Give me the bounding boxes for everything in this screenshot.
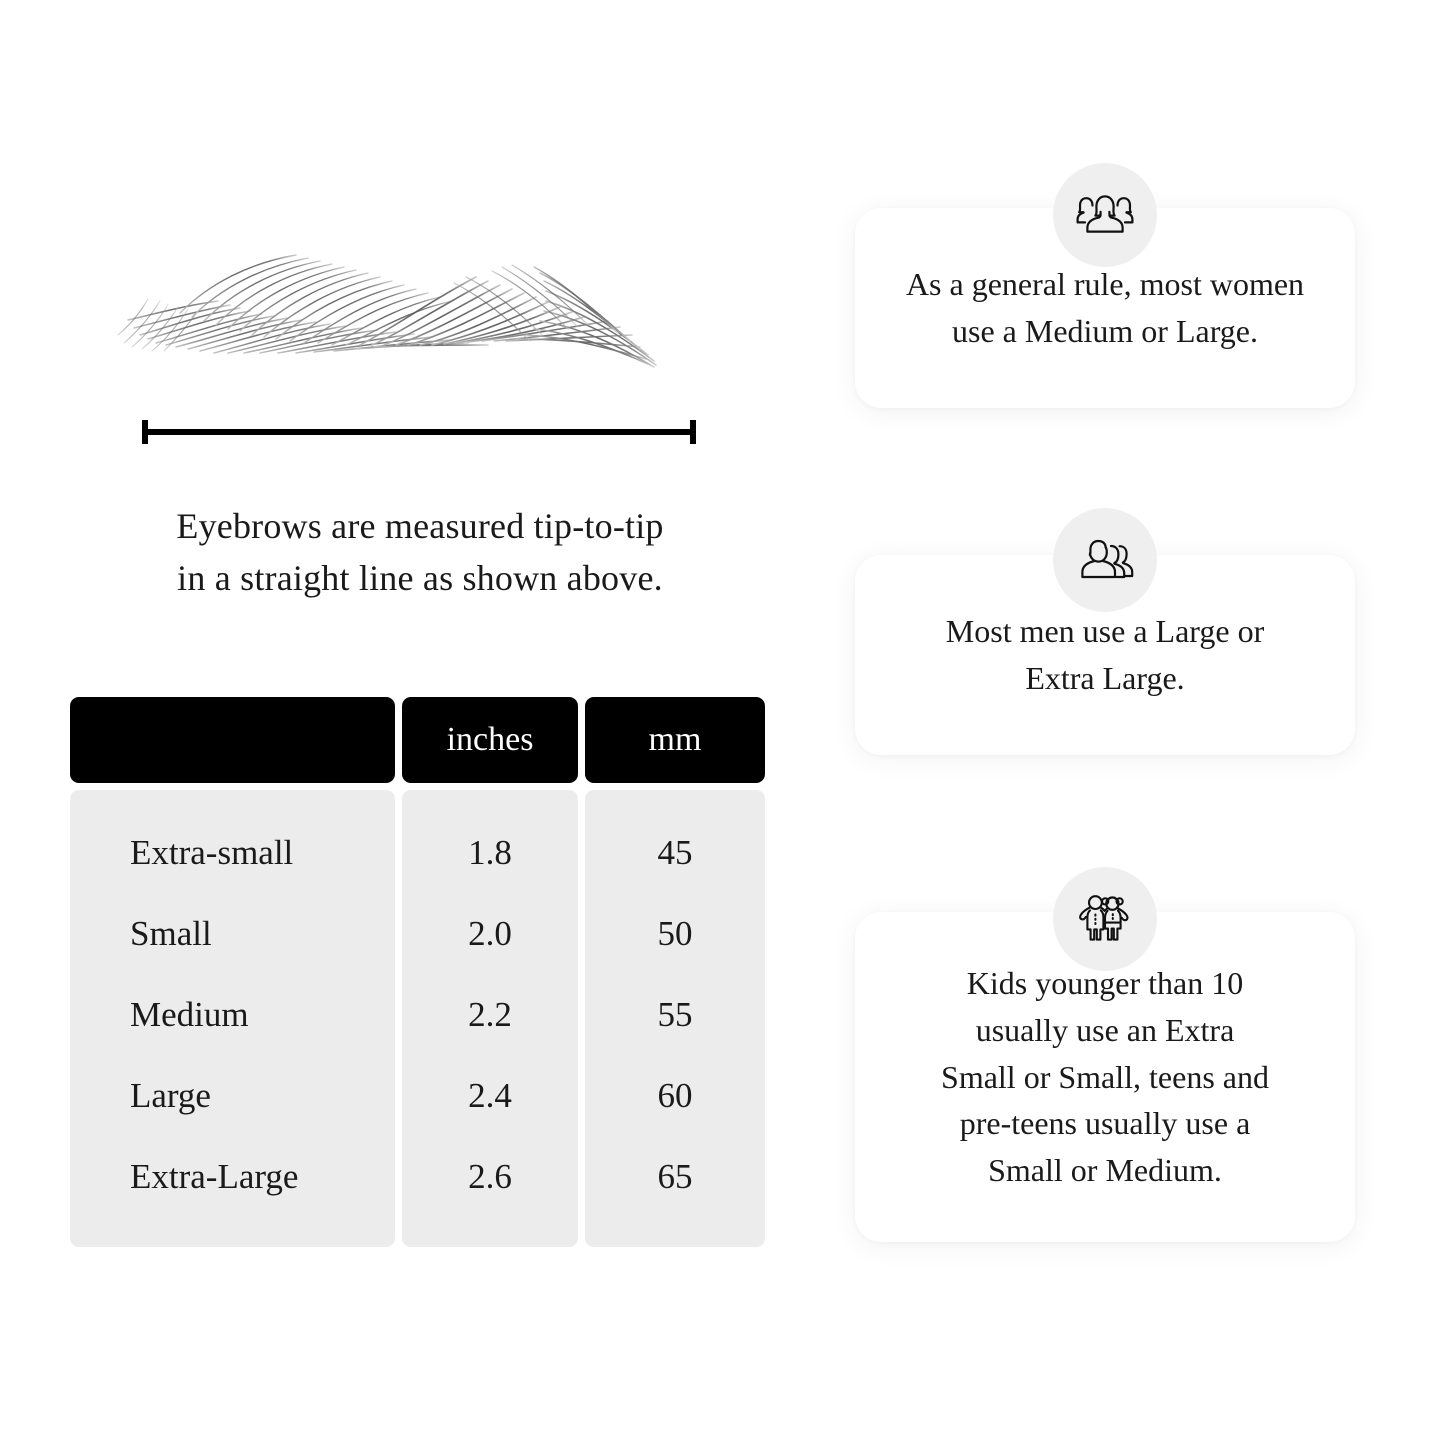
measurement-caption: Eyebrows are measured tip-to-tip in a st… — [70, 500, 770, 604]
table-row: 65 — [657, 1156, 693, 1196]
info-card-women-text: As a general rule, most women use a Medi… — [906, 261, 1304, 354]
table-column-mm: 45 50 55 60 65 — [585, 790, 765, 1247]
table-row: 2.6 — [468, 1156, 512, 1196]
table-header-mm: mm — [585, 697, 765, 783]
table-row: 2.0 — [468, 913, 512, 953]
card3-line-4: pre-teens usually use a — [959, 1105, 1251, 1142]
table-row: 55 — [657, 994, 693, 1034]
table-row: Medium — [130, 994, 249, 1034]
card3-line-1: Kids younger than 10 — [966, 965, 1244, 1002]
table-row: 1.8 — [468, 832, 512, 872]
table-header-inches: inches — [402, 697, 578, 783]
card2-line-2: Extra Large. — [1025, 660, 1185, 696]
table-row: 2.4 — [468, 1075, 512, 1115]
table-row: 50 — [657, 913, 693, 953]
measure-cap-right — [690, 420, 696, 444]
measure-line — [142, 429, 696, 435]
card3-line-5: Small or Medium. — [988, 1152, 1222, 1189]
table-body: Extra-small Small Medium Large Extra-Lar… — [70, 790, 765, 1247]
caption-line-1: Eyebrows are measured tip-to-tip — [176, 506, 664, 546]
card1-line-1: As a general rule, most women — [905, 266, 1305, 303]
card3-line-2: usually use an Extra — [975, 1011, 1235, 1048]
card1-line-2: use a Medium or Large. — [952, 313, 1258, 349]
table-row: 2.2 — [468, 994, 512, 1034]
table-header-row: inches mm — [70, 697, 765, 783]
info-card-women: As a general rule, most women use a Medi… — [855, 208, 1355, 408]
table-row: 60 — [657, 1075, 693, 1115]
card2-line-1: Most men use a Large or — [945, 613, 1265, 650]
left-column: Eyebrows are measured tip-to-tip in a st… — [70, 225, 770, 1247]
women-group-icon — [1053, 163, 1157, 267]
children-icon — [1053, 867, 1157, 971]
info-card-kids-text: Kids younger than 10 usually use an Extr… — [941, 960, 1269, 1194]
table-row: 45 — [657, 832, 693, 872]
eyebrow-illustration — [110, 225, 730, 400]
caption-line-2: in a straight line as shown above. — [177, 558, 663, 599]
table-column-inches: 1.8 2.0 2.2 2.4 2.6 — [402, 790, 578, 1247]
table-row: Extra-small — [130, 832, 294, 872]
size-table: inches mm Extra-small Small Medium Large… — [70, 697, 765, 1247]
info-cards-column: As a general rule, most women use a Medi… — [800, 0, 1445, 1445]
men-group-icon — [1053, 508, 1157, 612]
card3-line-3: Small or Small, teens and — [941, 1058, 1269, 1095]
table-row: Large — [130, 1075, 211, 1115]
info-card-men-text: Most men use a Large or Extra Large. — [946, 608, 1264, 701]
measurement-bar-icon — [142, 420, 696, 444]
table-row: Small — [130, 913, 212, 953]
table-column-size: Extra-small Small Medium Large Extra-Lar… — [70, 790, 395, 1247]
table-header-size — [70, 697, 395, 783]
info-card-men: Most men use a Large or Extra Large. — [855, 555, 1355, 755]
table-row: Extra-Large — [130, 1156, 299, 1196]
